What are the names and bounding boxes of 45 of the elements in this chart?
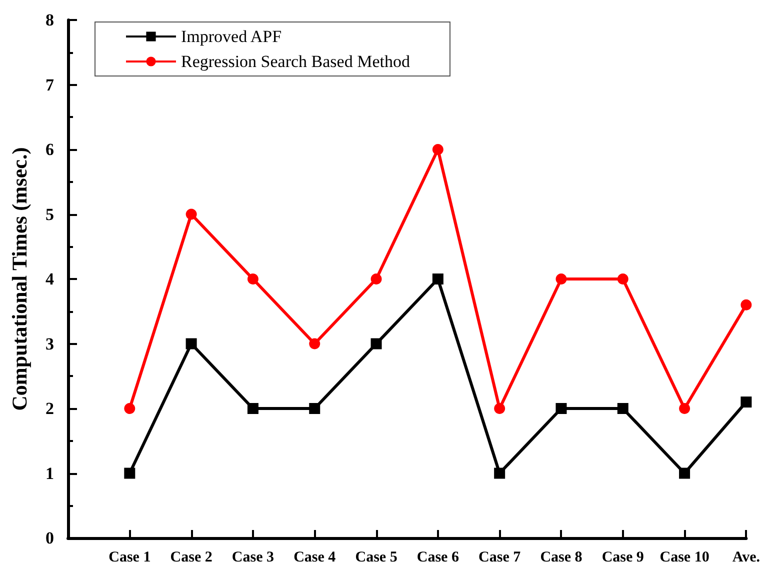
point [247,403,258,414]
point [432,274,444,284]
x-tick-label: Case 8 [540,550,582,566]
point [370,338,382,350]
x-tick-label: Case 2 [170,550,212,566]
y-tick-label: 3 [46,334,54,354]
point [740,299,752,310]
y-tick-label: 6 [46,140,54,159]
legend-label: Regression Search Based Method [181,52,410,71]
point [186,208,197,220]
y-axis-title: Computational Times (msec.) [8,147,32,411]
point [740,396,752,408]
legend-label: Improved APF [181,27,282,46]
point [556,274,567,284]
point [247,274,258,284]
y-tick-label: 7 [46,75,54,94]
x-tick-label: Case 5 [355,550,398,566]
point [309,403,320,414]
x-tick-label: Case 3 [232,550,274,566]
point [556,403,567,414]
x-tick-label: Ave. [732,550,760,566]
x-tick-label: Case 7 [478,550,522,566]
point [617,274,628,284]
point [679,403,690,414]
point [494,403,506,414]
y-tick-label: 0 [46,528,54,548]
y-tick-label: 1 [46,464,54,483]
point [494,468,506,479]
point [186,338,197,350]
x-tick-label: Case 6 [416,550,460,566]
y-tick-label: 4 [46,270,54,288]
point [370,274,382,284]
y-tick-label: 5 [46,204,54,224]
x-tick-label: Case 1 [108,550,151,566]
y-tick-label: 8 [46,10,54,30]
x-tick-label: Case 10 [660,550,710,566]
x-tick-label: Case 4 [294,550,336,566]
x-tick-label: Case 9 [602,550,644,566]
point [432,144,444,155]
point [617,403,628,414]
point [309,338,320,350]
point [124,403,136,414]
point [124,468,136,479]
y-tick-label: 2 [46,399,54,418]
point [679,468,690,479]
